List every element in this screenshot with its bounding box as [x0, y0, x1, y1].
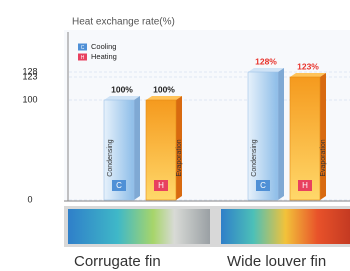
bar-inner-label: Condensing [251, 139, 258, 176]
fin-image-corrugate [68, 209, 210, 244]
legend-label: Cooling [91, 42, 116, 51]
bar-inner-label: Evaporation [176, 139, 183, 176]
bar-side [320, 73, 326, 200]
fin-image-louver [221, 209, 350, 244]
y-tick-label: 128 [22, 66, 37, 76]
bar-top [104, 96, 140, 100]
bar-side [278, 68, 284, 200]
bar-top [290, 73, 326, 77]
value-label: 100% [153, 84, 175, 94]
chart: Heat exchange rate(%) 0100123128CCooling… [0, 0, 350, 271]
legend-badge: H [81, 55, 85, 61]
page: {"chart_data": { "type": "bar", "title":… [0, 0, 350, 271]
legend-badge: C [81, 45, 85, 51]
y-tick-label: 100 [22, 94, 37, 104]
legend-label: Heating [91, 52, 117, 61]
x-tick-label: Wide louver fin [227, 253, 326, 270]
bar-top [146, 96, 182, 100]
x-tick-label: Corrugate fin [74, 253, 161, 270]
bar-badge: H [302, 181, 308, 190]
bar-badge: C [260, 181, 266, 190]
bar-badge: C [116, 181, 122, 190]
value-label: 128% [255, 56, 277, 66]
y-tick-label: 0 [27, 194, 32, 204]
bar-inner-label: Condensing [107, 139, 114, 176]
bar-inner-label: Evaporation [320, 139, 327, 176]
bar-side [134, 96, 140, 200]
value-label: 100% [111, 84, 133, 94]
chart-title: Heat exchange rate(%) [72, 17, 175, 28]
bar-top [248, 68, 284, 72]
value-label: 123% [297, 61, 319, 71]
bar-badge: H [158, 181, 164, 190]
